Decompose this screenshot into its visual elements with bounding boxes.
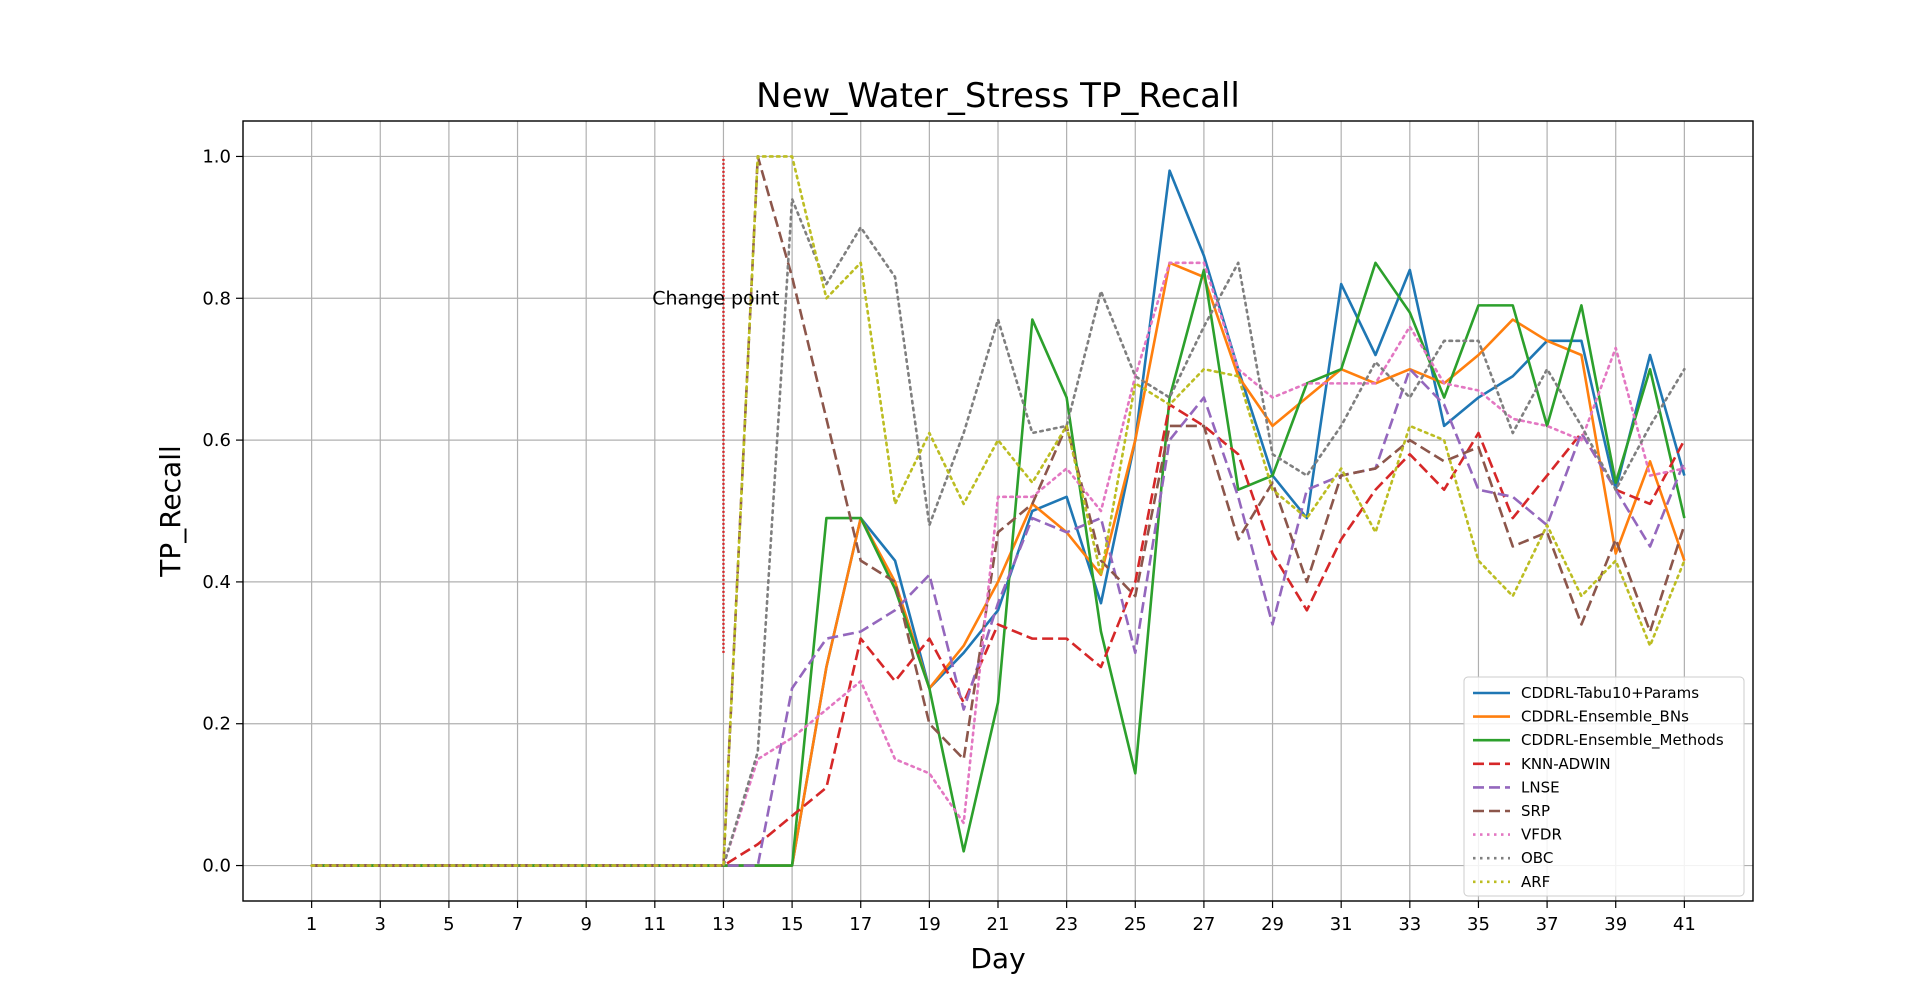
y-tick-label: 1.0 xyxy=(202,146,231,167)
x-tick-label: 37 xyxy=(1536,914,1559,935)
x-tick-label: 29 xyxy=(1261,914,1284,935)
chart-title: New_Water_Stress TP_Recall xyxy=(756,76,1240,116)
x-tick-label: 3 xyxy=(375,914,386,935)
x-tick-label: 9 xyxy=(580,914,591,935)
legend-label: CDDRL-Ensemble_BNs xyxy=(1521,708,1689,727)
legend-label: OBC xyxy=(1521,849,1553,867)
legend-box xyxy=(1463,676,1745,897)
x-tick-label: 31 xyxy=(1330,914,1353,935)
legend: CDDRL-Tabu10+Params CDDRL-Ensemble_BNs CDD… xyxy=(1463,676,1745,897)
y-tick-label: 0.2 xyxy=(202,714,231,735)
legend-label: CDDRL-Tabu10+Params xyxy=(1521,684,1699,702)
x-tick-label: 33 xyxy=(1398,914,1421,935)
x-tick-label: 41 xyxy=(1673,914,1696,935)
series-lines xyxy=(310,155,1686,867)
x-tick-label: 17 xyxy=(849,914,872,935)
x-tick-label: 1 xyxy=(306,914,317,935)
series-line-obc xyxy=(310,197,1686,867)
legend-label: VFDR xyxy=(1521,826,1562,844)
x-tick-label: 27 xyxy=(1192,914,1215,935)
x-tick-label: 13 xyxy=(712,914,735,935)
legend-label: SRP xyxy=(1521,802,1550,820)
legend-label: KNN-ADWIN xyxy=(1521,755,1611,773)
y-tick-label: 0.6 xyxy=(202,430,231,451)
y-tick-label: 0.8 xyxy=(202,288,231,309)
y-tick-label: 0.4 xyxy=(202,572,231,593)
x-tick-label: 11 xyxy=(643,914,666,935)
x-tick-label: 7 xyxy=(512,914,523,935)
x-tick-label: 21 xyxy=(987,914,1010,935)
x-axis-label: Day xyxy=(970,942,1025,975)
y-axis-ticks: 0.0 0.2 0.4 0.6 0.8 1.0 xyxy=(202,146,243,877)
legend-label: LNSE xyxy=(1521,778,1560,796)
x-tick-label: 15 xyxy=(781,914,804,935)
series-line-srp xyxy=(311,155,1686,867)
x-tick-label: 5 xyxy=(443,914,454,935)
x-tick-label: 39 xyxy=(1604,914,1627,935)
x-axis-ticks: 1 3 5 7 9 11 13 15 17 19 21 23 25 27 29 31 33 35 37 39 41 xyxy=(306,901,1696,935)
x-tick-label: 23 xyxy=(1055,914,1078,935)
series-line-arf xyxy=(310,155,1686,867)
x-tick-label: 35 xyxy=(1467,914,1490,935)
legend-label: CDDRL-Ensemble_Methods xyxy=(1521,731,1724,750)
legend-label: ARF xyxy=(1521,873,1550,891)
y-axis-label: TP_Recall xyxy=(154,445,187,578)
series-line-vfdr xyxy=(310,261,1686,867)
y-tick-label: 0.0 xyxy=(202,856,231,877)
x-tick-label: 19 xyxy=(918,914,941,935)
change-point-label: Change point xyxy=(652,287,779,309)
x-tick-label: 25 xyxy=(1124,914,1147,935)
